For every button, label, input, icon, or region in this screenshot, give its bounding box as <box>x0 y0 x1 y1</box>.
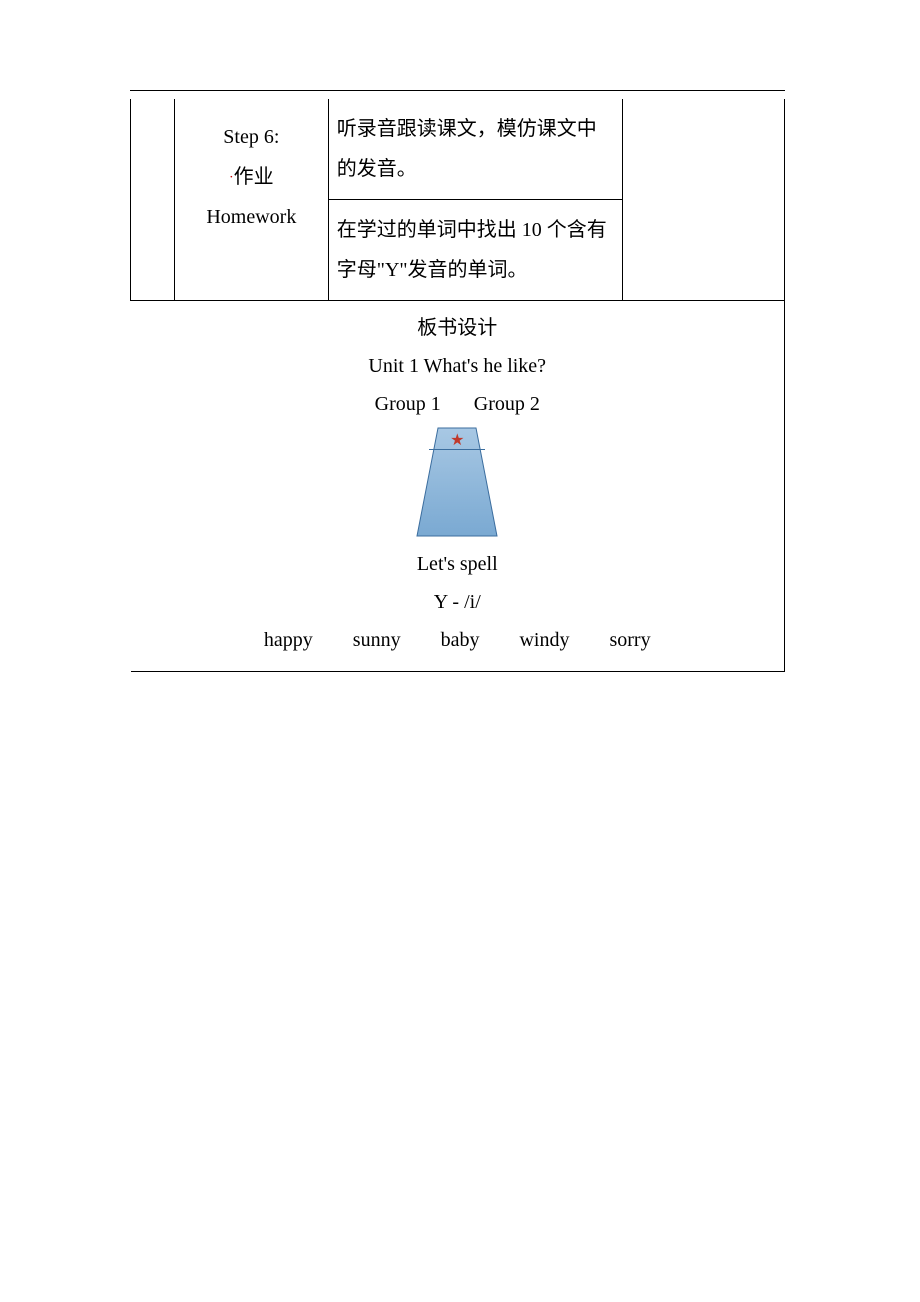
group-2: Group 2 <box>474 393 540 415</box>
trapezoid-wrap: ★ <box>161 427 755 537</box>
content-row-1: 听录音跟读课文，模仿课文中的发音。 <box>329 99 623 199</box>
step-line-3: Homework <box>181 197 322 237</box>
content-cell-1: 听录音跟读课文，模仿课文中的发音。 <box>328 99 623 200</box>
step-line-1: Step 6: <box>181 117 322 157</box>
lesson-table: Step 6: ·作业 Homework 听录音跟读课文，模仿课文中的发音。 在… <box>130 99 785 672</box>
board-unit: Unit 1 What's he like? <box>161 347 755 385</box>
word-1: happy <box>264 621 313 659</box>
step-line-2-text: 作业 <box>234 166 274 188</box>
right-cell <box>623 99 785 301</box>
word-5: sorry <box>609 621 650 659</box>
star-icon: ★ <box>450 433 464 449</box>
board-phoneme: Y - /i/ <box>161 583 755 621</box>
board-title: 板书设计 <box>161 309 755 347</box>
word-4: windy <box>519 621 569 659</box>
content-row-2: 在学过的单词中找出 10 个含有字母"Y"发音的单词。 <box>329 200 623 300</box>
board-cell: 板书设计 Unit 1 What's he like? Group 1 Grou… <box>131 301 785 672</box>
board-words: happy sunny baby windy sorry <box>161 621 755 659</box>
word-2: sunny <box>353 621 401 659</box>
star-divider <box>429 449 485 450</box>
board-groups: Group 1 Group 2 <box>161 385 755 423</box>
left-margin-cell <box>131 99 175 301</box>
word-3: baby <box>441 621 480 659</box>
step-line-2: ·作业 <box>181 157 322 197</box>
step-cell: Step 6: ·作业 Homework <box>174 99 328 301</box>
content-cell-2: 在学过的单词中找出 10 个含有字母"Y"发音的单词。 <box>328 200 623 301</box>
header-rule <box>130 90 785 91</box>
board-spell: Let's spell <box>161 545 755 583</box>
group-1: Group 1 <box>375 393 441 415</box>
trapezoid-icon: ★ <box>416 427 498 537</box>
